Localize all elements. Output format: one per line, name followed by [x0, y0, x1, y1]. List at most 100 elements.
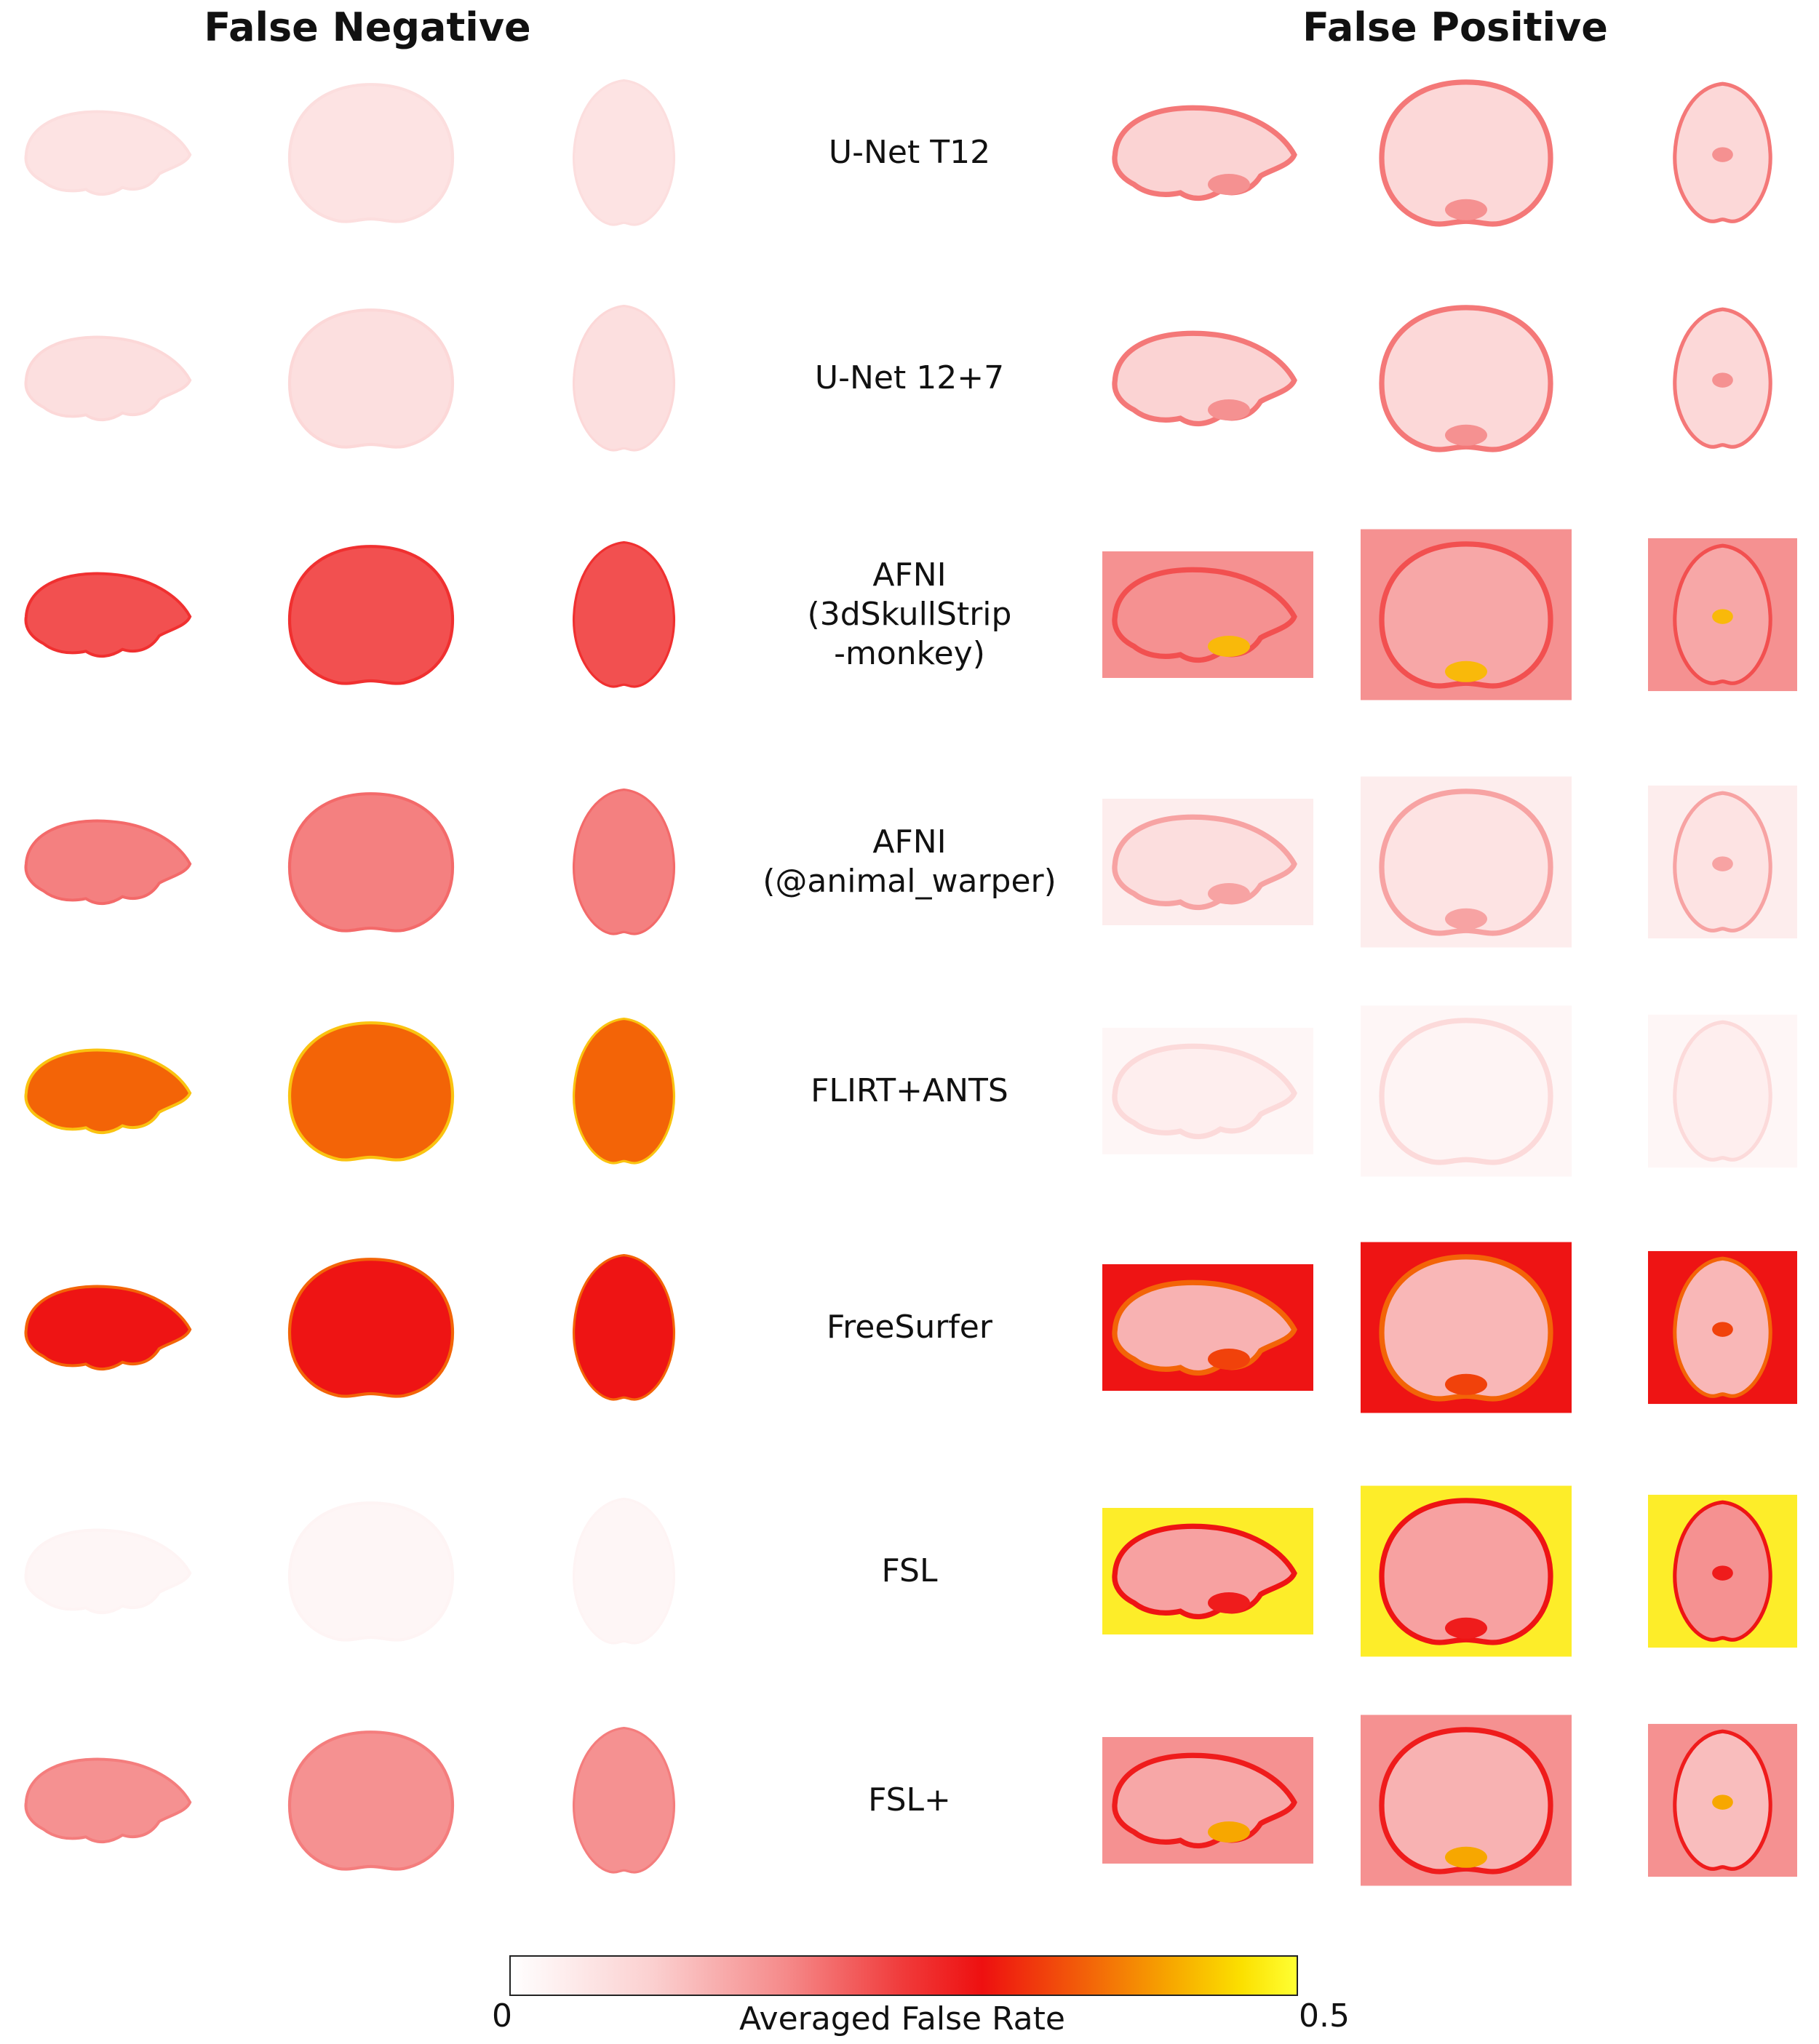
- false-negative-sagittal-cell: [15, 1458, 207, 1684]
- hotspot-region: [1445, 424, 1487, 446]
- method-row: FreeSurfer: [0, 1215, 1819, 1440]
- colorbar-min-label: 0: [492, 1997, 512, 2035]
- method-row: AFNI (@animal_warper): [0, 749, 1819, 975]
- hotspot-region: [1208, 1592, 1250, 1613]
- hotspot-region: [1445, 1373, 1487, 1395]
- brain-outline: [573, 540, 675, 688]
- fn-sagittal-map: [24, 819, 192, 905]
- false-negative-coronal-cell: [269, 1458, 473, 1684]
- fn-coronal-map: [287, 308, 455, 449]
- fn-sagittal-map: [24, 335, 192, 421]
- false-negative-axial-cell: [546, 266, 702, 491]
- fp-sagittal-map: [1102, 1508, 1313, 1634]
- false-negative-sagittal-cell: [15, 266, 207, 491]
- brain-outline: [573, 1253, 675, 1401]
- false-negative-sagittal-cell: [15, 40, 207, 266]
- method-label: U-Net T12: [828, 134, 991, 172]
- fn-axial-map: [573, 788, 675, 935]
- hotspot-region: [1712, 609, 1733, 624]
- fn-sagittal-map: [24, 110, 192, 196]
- fn-coronal-map: [287, 1501, 455, 1642]
- false-negative-sagittal-cell: [15, 502, 207, 727]
- fp-sagittal-map: [1102, 1264, 1313, 1391]
- hotspot-region: [1445, 1617, 1487, 1639]
- brain-outline: [1379, 789, 1553, 936]
- false-negative-sagittal-cell: [15, 978, 207, 1204]
- brain-outline: [287, 545, 455, 685]
- fn-axial-map: [573, 1497, 675, 1645]
- hotspot-region: [1712, 147, 1733, 162]
- false-negative-coronal-cell: [269, 266, 473, 491]
- brain-outline: [24, 1528, 192, 1614]
- false-negative-sagittal-cell: [15, 749, 207, 975]
- false-positive-axial-cell: [1648, 502, 1797, 727]
- brain-outline: [1379, 1018, 1553, 1165]
- brain-outline: [1112, 1523, 1297, 1619]
- brain-outline: [573, 1017, 675, 1165]
- colorbar-max-label: 0.5: [1299, 1997, 1350, 2035]
- fp-coronal-map: [1361, 1485, 1572, 1657]
- brain-outline: [287, 1730, 455, 1871]
- brain-outline: [1379, 305, 1553, 452]
- fn-coronal-map: [287, 545, 455, 685]
- hotspot-region: [1712, 372, 1733, 388]
- fn-axial-map: [573, 304, 675, 452]
- hotspot-region: [1712, 1795, 1733, 1810]
- hotspot-region: [1208, 174, 1250, 195]
- method-label: FSL+: [868, 1781, 951, 1819]
- fp-axial-map: [1648, 1494, 1797, 1648]
- false-positive-sagittal-cell: [1102, 266, 1313, 491]
- method-label: AFNI (3dSkullStrip -monkey): [807, 556, 1012, 672]
- brain-outline: [1379, 541, 1553, 689]
- false-positive-sagittal-cell: [1102, 1688, 1313, 1913]
- brain-outline: [24, 1285, 192, 1370]
- fp-axial-map: [1673, 307, 1772, 449]
- brain-outline: [1379, 1254, 1553, 1402]
- brain-outline: [287, 1258, 455, 1398]
- hotspot-region: [1208, 1349, 1250, 1370]
- fn-axial-map: [573, 1017, 675, 1165]
- false-positive-sagittal-cell: [1102, 749, 1313, 975]
- false-positive-sagittal-cell: [1102, 1458, 1313, 1684]
- brain-outline: [1379, 1727, 1553, 1875]
- fn-coronal-map: [287, 1730, 455, 1871]
- fp-sagittal-map: [1112, 330, 1297, 426]
- fn-axial-map: [573, 540, 675, 688]
- method-row: FSL+: [0, 1688, 1819, 1913]
- fp-sagittal-map: [1102, 1028, 1313, 1154]
- brain-outline: [24, 1757, 192, 1843]
- brain-outline: [24, 110, 192, 196]
- false-positive-coronal-cell: [1361, 1688, 1572, 1913]
- fn-axial-map: [573, 1253, 675, 1401]
- colorbar-title: Averaged False Rate: [739, 2000, 1065, 2037]
- brain-outline: [1112, 567, 1297, 663]
- false-negative-axial-cell: [546, 1458, 702, 1684]
- fn-sagittal-map: [24, 572, 192, 658]
- false-positive-coronal-cell: [1361, 1215, 1572, 1440]
- brain-outline: [24, 1048, 192, 1134]
- colorbar-gradient: [509, 1955, 1298, 1996]
- false-negative-coronal-cell: [269, 1215, 473, 1440]
- method-row: AFNI (3dSkullStrip -monkey): [0, 502, 1819, 727]
- false-positive-sagittal-cell: [1102, 502, 1313, 727]
- fp-coronal-map: [1361, 1242, 1572, 1413]
- brain-outline: [573, 1726, 675, 1874]
- method-label: FLIRT+ANTS: [811, 1072, 1008, 1110]
- fp-coronal-map: [1361, 1714, 1572, 1886]
- hotspot-region: [1712, 856, 1733, 871]
- brain-outline: [1112, 330, 1297, 426]
- fn-sagittal-map: [24, 1757, 192, 1843]
- method-label: FreeSurfer: [827, 1309, 992, 1346]
- false-negative-heading: False Negative: [204, 4, 531, 50]
- fn-coronal-map: [287, 1021, 455, 1162]
- false-negative-coronal-cell: [269, 978, 473, 1204]
- false-negative-coronal-cell: [269, 502, 473, 727]
- fp-axial-map: [1648, 538, 1797, 692]
- fn-sagittal-map: [24, 1285, 192, 1370]
- brain-outline: [1379, 79, 1553, 227]
- method-label: U-Net 12+7: [814, 359, 1005, 397]
- fp-sagittal-map: [1102, 1737, 1313, 1864]
- fn-sagittal-map: [24, 1528, 192, 1614]
- brain-outline: [287, 1021, 455, 1162]
- fp-axial-map: [1673, 81, 1772, 223]
